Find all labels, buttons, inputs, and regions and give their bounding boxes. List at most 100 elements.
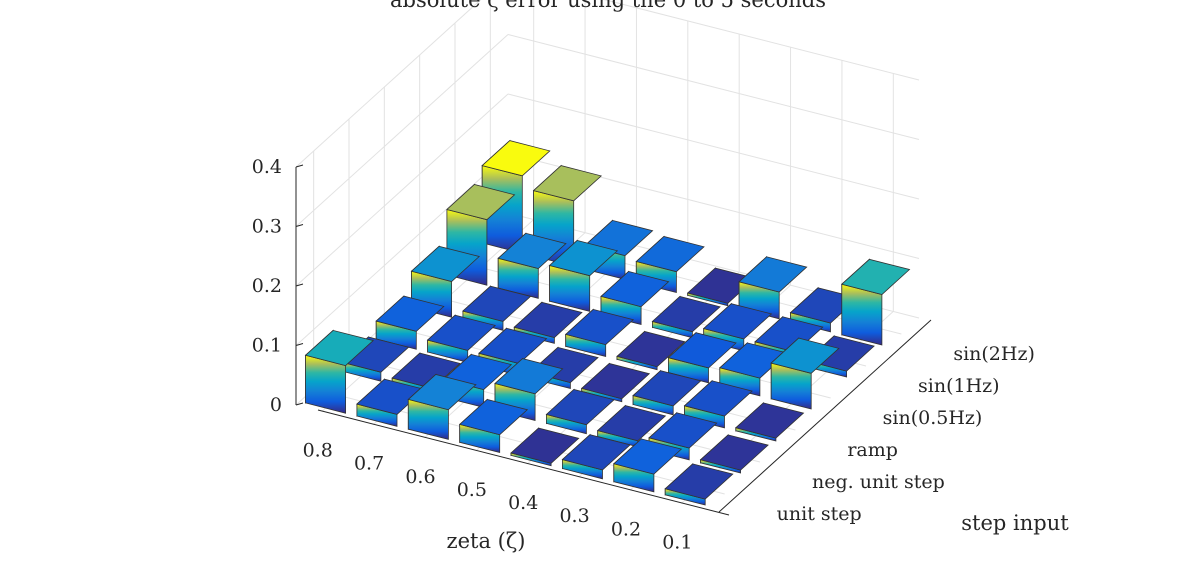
bar-top <box>580 363 651 400</box>
y-tick-label: sin(2Hz) <box>953 343 1035 365</box>
bar-6-0 <box>612 437 683 493</box>
bar-top <box>648 412 718 449</box>
bar-5-0 <box>561 433 631 480</box>
bar-5-2 <box>632 369 702 416</box>
bar-5-1 <box>596 404 667 448</box>
bar-4-1 <box>545 388 615 435</box>
bar-top <box>410 245 481 282</box>
bar-top <box>616 331 686 368</box>
bar-4-0 <box>510 427 580 467</box>
bar-top <box>840 258 911 295</box>
bar-4-3 <box>616 330 686 371</box>
bar-5-3 <box>667 331 737 384</box>
left-wall-gridline <box>295 153 509 346</box>
bar-top <box>497 232 567 269</box>
x-tick-label: 0.5 <box>457 479 487 501</box>
bar-top <box>532 165 603 202</box>
back-wall-gridline <box>603 0 920 81</box>
bar-top <box>561 434 631 471</box>
x-tick-label: 0.6 <box>405 466 435 488</box>
bar-top <box>304 329 375 367</box>
z-tick <box>295 164 304 168</box>
bar-0-2 <box>375 295 445 350</box>
y-tick-label: ramp <box>847 439 898 461</box>
bar-top <box>699 434 769 471</box>
labels: absolute ζ error using the 0 to 5 second… <box>252 0 1069 553</box>
bar-0-0 <box>304 329 375 414</box>
bar-top <box>513 301 583 338</box>
back-wall-gridline <box>507 93 920 200</box>
left-wall-gridline <box>295 93 509 287</box>
bar-top <box>635 236 705 273</box>
bar-top <box>478 327 548 364</box>
bar-top <box>407 374 477 411</box>
bar-6-2 <box>683 379 753 429</box>
x-tick-label: 0.8 <box>303 440 333 462</box>
z-tick-label: 0.3 <box>252 216 282 238</box>
bar-2-0 <box>407 373 477 440</box>
x-tick-label: 0.2 <box>611 518 641 540</box>
z-tick-label: 0.2 <box>252 275 282 297</box>
bar-top <box>548 240 619 277</box>
bar-top <box>754 316 824 353</box>
x-tick-label: 0.7 <box>354 453 384 475</box>
bar-7-3 <box>770 337 840 410</box>
axes <box>295 164 932 516</box>
bar-top <box>612 438 683 475</box>
y-axis-label: step input <box>961 511 1069 535</box>
bar-top <box>770 337 840 374</box>
bar-7-1 <box>699 434 769 474</box>
y-tick-label: neg. unit step <box>812 471 945 493</box>
z-tick-label: 0.1 <box>252 335 282 357</box>
bar-6-3 <box>718 341 789 397</box>
chart-title: absolute ζ error using the 0 to 5 second… <box>390 0 826 12</box>
x-tick-label: 0.1 <box>662 531 692 553</box>
left-wall-gridline <box>295 0 482 168</box>
x-tick-label: 0.4 <box>508 492 538 514</box>
bar-7-2 <box>734 402 805 442</box>
y-tick-label: unit step <box>777 503 862 525</box>
bar-top <box>738 256 808 293</box>
y-axis-line <box>718 319 932 513</box>
bar-3-3 <box>564 308 635 358</box>
bar-top <box>564 308 635 346</box>
bar-top <box>494 358 564 395</box>
bar-top <box>391 352 461 389</box>
bar-1-0 <box>356 378 426 427</box>
bar-top <box>667 332 737 369</box>
bar-top <box>458 399 529 436</box>
bar-3-0 <box>458 398 529 454</box>
z-tick <box>295 402 304 406</box>
bar-top <box>734 402 805 439</box>
y-tick-label: sin(0.5Hz) <box>883 407 983 429</box>
x-axis-line <box>317 409 730 516</box>
back-wall-gridline <box>507 34 920 140</box>
bar-top <box>702 303 773 340</box>
bar-7-5 <box>840 258 911 346</box>
z-tick-label: 0 <box>270 394 282 416</box>
bar-2-4 <box>548 239 619 312</box>
left-wall-gridline <box>295 34 509 227</box>
bar-top <box>481 140 551 177</box>
bar-1-4 <box>497 232 567 299</box>
bar-top <box>510 427 580 464</box>
bar-4-4 <box>651 295 721 339</box>
bar-4-2 <box>580 362 651 403</box>
bar-7-0 <box>664 462 734 506</box>
bar-top <box>651 296 721 333</box>
z-tick <box>295 343 304 346</box>
bar-top <box>426 314 497 351</box>
bar-top <box>375 295 445 332</box>
bar-top <box>462 285 532 322</box>
bar-1-2 <box>426 314 497 363</box>
bar-top <box>632 370 702 407</box>
z-tick <box>295 224 304 227</box>
bar-top <box>545 389 615 426</box>
bar-top <box>596 405 667 442</box>
bar-top <box>600 271 670 308</box>
y-tick-label: sin(1Hz) <box>918 375 1000 397</box>
bar-top <box>683 380 753 417</box>
bar-top <box>664 463 734 500</box>
z-tick <box>295 283 304 287</box>
